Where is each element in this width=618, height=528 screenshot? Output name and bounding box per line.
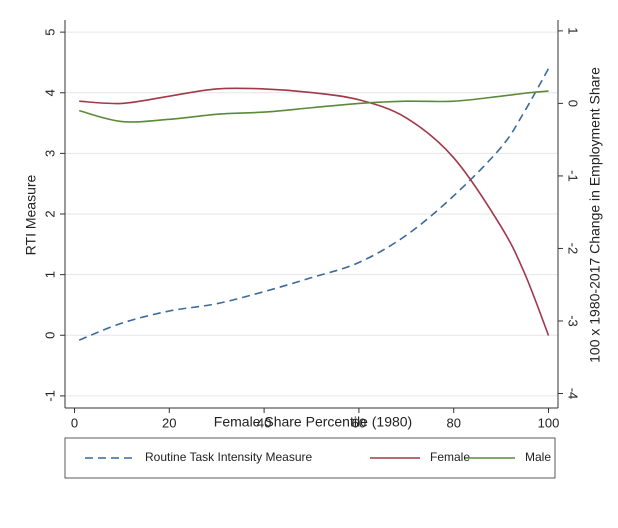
x-tick-label: 20	[162, 415, 176, 430]
x-tick-label: 40	[257, 415, 271, 430]
y-tick-label: 3	[42, 150, 57, 157]
y-tick-label: 0	[42, 332, 57, 339]
y-tick-label: 5	[42, 29, 57, 36]
series-line	[79, 87, 550, 336]
y-tick-label: 1	[42, 271, 57, 278]
y2-tick-label: -1	[566, 170, 581, 182]
y2-axis-title: 100 x 1980-2017 Change in Employment Sha…	[587, 67, 603, 363]
x-tick-label: 100	[538, 415, 560, 430]
y-tick-label: -1	[42, 390, 57, 402]
legend-label: Female	[430, 450, 470, 464]
y2-tick-label: -4	[566, 388, 581, 400]
x-axis-title: Female Share Percentile (1980)	[214, 414, 412, 430]
legend-label: Male	[525, 450, 551, 464]
y2-tick-label: 1	[566, 27, 581, 34]
legend-label: Routine Task Intensity Measure	[145, 450, 313, 464]
x-tick-label: 60	[352, 415, 366, 430]
y2-tick-label: -3	[566, 315, 581, 327]
y-axis-title: RTI Measure	[23, 174, 39, 255]
y-tick-label: 2	[42, 210, 57, 217]
y-tick-label: 4	[42, 89, 57, 96]
series-line	[78, 68, 550, 341]
x-tick-label: 0	[71, 415, 78, 430]
series-line	[79, 90, 549, 123]
y2-tick-label: 0	[566, 100, 581, 107]
y2-tick-label: -2	[566, 243, 581, 255]
x-tick-label: 80	[446, 415, 460, 430]
